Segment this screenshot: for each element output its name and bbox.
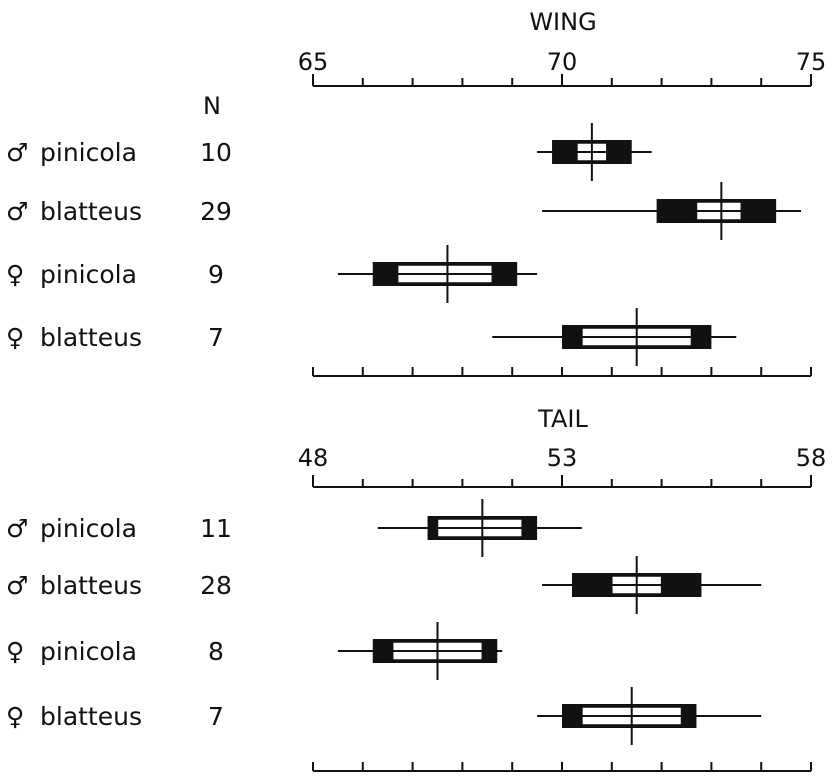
wing-row: ♂ blatteus 29	[6, 182, 802, 240]
tail-row: ♀ blatteus 7	[6, 687, 762, 745]
row-n: 7	[208, 323, 224, 352]
row-n: 9	[208, 260, 224, 289]
tail-panel: TAIL 48 53 58 ♂ pinicola 11 ♂ blatteus 28 ♀ pinic…	[6, 405, 827, 772]
row-n: 7	[208, 702, 224, 731]
wing-row: ♀ pinicola 9	[6, 245, 538, 303]
wing-tick-label: 65	[298, 48, 329, 76]
wing-tick-label: 70	[547, 48, 578, 76]
tail-tick-label: 53	[547, 444, 578, 472]
tail-tick-label: 58	[796, 444, 827, 472]
tail-tick-label: 48	[298, 444, 329, 472]
wing-title: WING	[529, 8, 596, 36]
wing-row: ♂ pinicola 10	[6, 123, 652, 181]
sex-symbol-male: ♂	[6, 571, 28, 600]
row-label: pinicola	[40, 138, 137, 167]
tail-row: ♀ pinicola 8	[6, 622, 503, 680]
wing-panel: WING N 65 70 75 ♂ pinicola 10 ♂ blatteus 29 ♀ pin…	[6, 8, 827, 377]
sex-symbol-female: ♀	[6, 260, 24, 289]
tail-bottom-axis	[312, 762, 812, 772]
row-n: 10	[200, 138, 232, 167]
row-label: blatteus	[40, 323, 142, 352]
wing-rows: ♂ pinicola 10 ♂ blatteus 29 ♀ pinicola 9 ♀ blatteu…	[6, 123, 802, 366]
row-n: 28	[200, 571, 232, 600]
row-label: pinicola	[40, 260, 137, 289]
sex-symbol-male: ♂	[6, 514, 28, 543]
row-label: blatteus	[40, 197, 142, 226]
tail-row: ♂ pinicola 11	[6, 499, 582, 557]
sex-symbol-female: ♀	[6, 702, 24, 731]
row-label: pinicola	[40, 514, 137, 543]
row-label: blatteus	[40, 571, 142, 600]
sex-symbol-male: ♂	[6, 138, 28, 167]
wing-x-axis: 65 70 75	[298, 48, 827, 87]
wing-bottom-axis	[312, 367, 812, 377]
n-header: N	[203, 92, 221, 120]
wing-row: ♀ blatteus 7	[6, 308, 737, 366]
row-label: pinicola	[40, 637, 137, 666]
row-n: 11	[200, 514, 232, 543]
row-label: blatteus	[40, 702, 142, 731]
wing-tick-label: 75	[796, 48, 827, 76]
row-n: 8	[208, 637, 224, 666]
tail-row: ♂ blatteus 28	[6, 556, 762, 614]
row-n: 29	[200, 197, 232, 226]
sex-symbol-female: ♀	[6, 637, 24, 666]
sex-symbol-male: ♂	[6, 197, 28, 226]
tail-rows: ♂ pinicola 11 ♂ blatteus 28 ♀ pinicola 8 ♀ blatteu…	[6, 499, 762, 745]
tail-x-axis: 48 53 58	[298, 444, 827, 488]
tail-title: TAIL	[537, 405, 588, 433]
sex-symbol-female: ♀	[6, 323, 24, 352]
